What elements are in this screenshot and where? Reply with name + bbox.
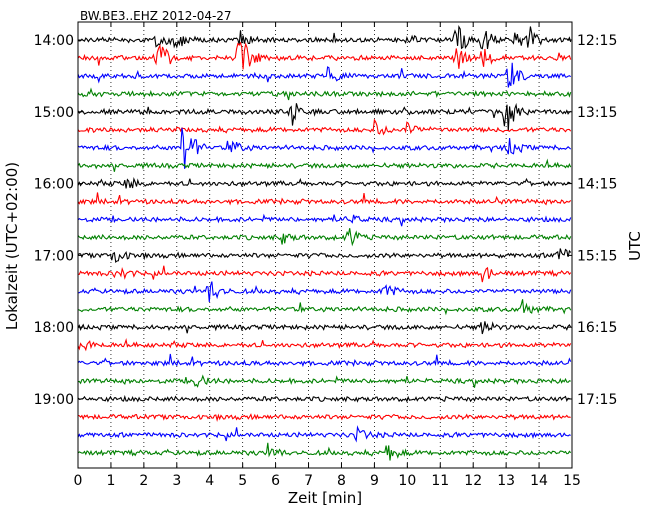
seismogram-trace [77, 192, 572, 206]
seismogram-trace [77, 127, 572, 169]
seismogram-trace [77, 118, 572, 136]
seismogram-trace [77, 413, 571, 422]
seismogram-trace [77, 158, 572, 172]
trace-layer [77, 25, 572, 461]
y-axis-label-right: UTC [626, 231, 644, 261]
seismogram-trace [77, 374, 571, 388]
y-tick-label-left: 17:00 [34, 248, 74, 264]
x-tick-label: 13 [497, 473, 515, 489]
x-tick-label: 4 [205, 473, 214, 489]
seismogram-trace [77, 281, 572, 302]
seismogram-trace [77, 299, 572, 316]
seismogram-trace [77, 248, 572, 264]
y-tick-label-left: 18:00 [34, 320, 74, 336]
plot-frame [77, 21, 573, 469]
x-tick-label: 1 [106, 473, 115, 489]
x-tick-label: 3 [172, 473, 181, 489]
x-tick-label: 14 [530, 473, 548, 489]
x-tick-label: 8 [337, 473, 346, 489]
y-tick-label-right: 16:15 [577, 320, 617, 336]
y-tick-label-right: 14:15 [577, 177, 617, 193]
x-tick-label: 12 [464, 473, 482, 489]
y-tick-label-left: 15:00 [34, 105, 74, 121]
x-tick-label: 11 [431, 473, 449, 489]
y-tick-label-left: 19:00 [34, 392, 74, 408]
chart-title: BW.BE3..EHZ 2012-04-27 [80, 9, 232, 23]
x-tick-label: 15 [563, 473, 581, 489]
seismogram-trace [77, 228, 572, 247]
y-tick-label-right: 13:15 [577, 105, 617, 121]
x-axis-label: Zeit [min] [288, 489, 362, 507]
x-tick-label: 10 [398, 473, 416, 489]
y-tick-label-left: 14:00 [34, 33, 74, 49]
y-tick-label-right: 17:15 [577, 392, 617, 408]
tick-layer: 0 1 2 3 4 5 6 7 8 9 10 11 12 13 14 1514:0015:0016:0017:… [34, 22, 617, 489]
y-tick-label-left: 16:00 [34, 177, 74, 193]
seismogram-trace [77, 394, 571, 403]
seismogram-trace [77, 442, 572, 461]
seismogram-trace [77, 265, 572, 283]
seismogram-trace [77, 338, 572, 352]
x-tick-label: 6 [271, 473, 280, 489]
y-tick-label-right: 12:15 [577, 33, 617, 49]
x-tick-label: 9 [370, 473, 379, 489]
seismogram-trace [77, 321, 572, 335]
y-axis-label-left: Lokalzeit (UTC+02:00) [3, 162, 21, 330]
x-tick-label: 7 [304, 473, 313, 489]
x-tick-label: 2 [139, 473, 148, 489]
seismogram-trace [77, 87, 572, 101]
x-tick-label: 0 [74, 473, 83, 489]
seismogram-trace [77, 102, 572, 132]
seismogram-trace [77, 353, 572, 368]
y-tick-label-right: 15:15 [577, 248, 617, 264]
seismogram-trace [77, 25, 572, 50]
seismogram-trace [77, 176, 572, 189]
seismogram-trace [77, 213, 572, 227]
x-tick-label: 5 [238, 473, 247, 489]
seismogram-trace [77, 425, 571, 443]
seismogram-trace [77, 62, 572, 88]
seismogram-trace [77, 41, 572, 70]
